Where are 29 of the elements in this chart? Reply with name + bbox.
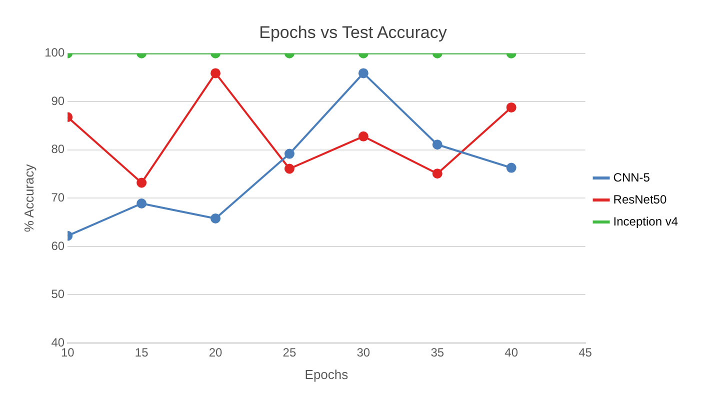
point	[358, 131, 368, 142]
point	[136, 198, 147, 209]
point	[432, 140, 442, 150]
x-tick-label: 35	[430, 346, 444, 360]
x-tick-label: 25	[282, 346, 296, 360]
point	[284, 148, 294, 159]
y-tick-label: 100	[44, 46, 65, 60]
point	[136, 178, 147, 188]
chart-title: Epochs vs Test Accuracy	[259, 22, 448, 42]
y-tick-label: 60	[51, 238, 65, 253]
y-axis-title: % Accuracy	[21, 164, 36, 232]
y-tick-label: 90	[51, 94, 65, 108]
x-tick-label: 40	[504, 346, 518, 360]
x-tick-label: 30	[356, 346, 370, 360]
y-tick-label: 70	[51, 190, 65, 205]
point	[506, 162, 516, 173]
point	[284, 164, 294, 174]
point	[210, 213, 221, 224]
x-tick-label: 15	[134, 346, 149, 360]
y-tick-label: 50	[51, 287, 65, 302]
x-tick-label: 45	[578, 346, 592, 360]
legend-label: CNN-5	[613, 170, 650, 184]
legend-label: Inception v4	[613, 214, 678, 228]
legend-label: ResNet50	[613, 192, 667, 206]
point	[506, 102, 516, 112]
point	[432, 168, 442, 179]
x-tick-label: 20	[208, 346, 223, 360]
x-axis-title: Epochs	[304, 366, 349, 382]
y-tick-label: 80	[51, 142, 65, 156]
